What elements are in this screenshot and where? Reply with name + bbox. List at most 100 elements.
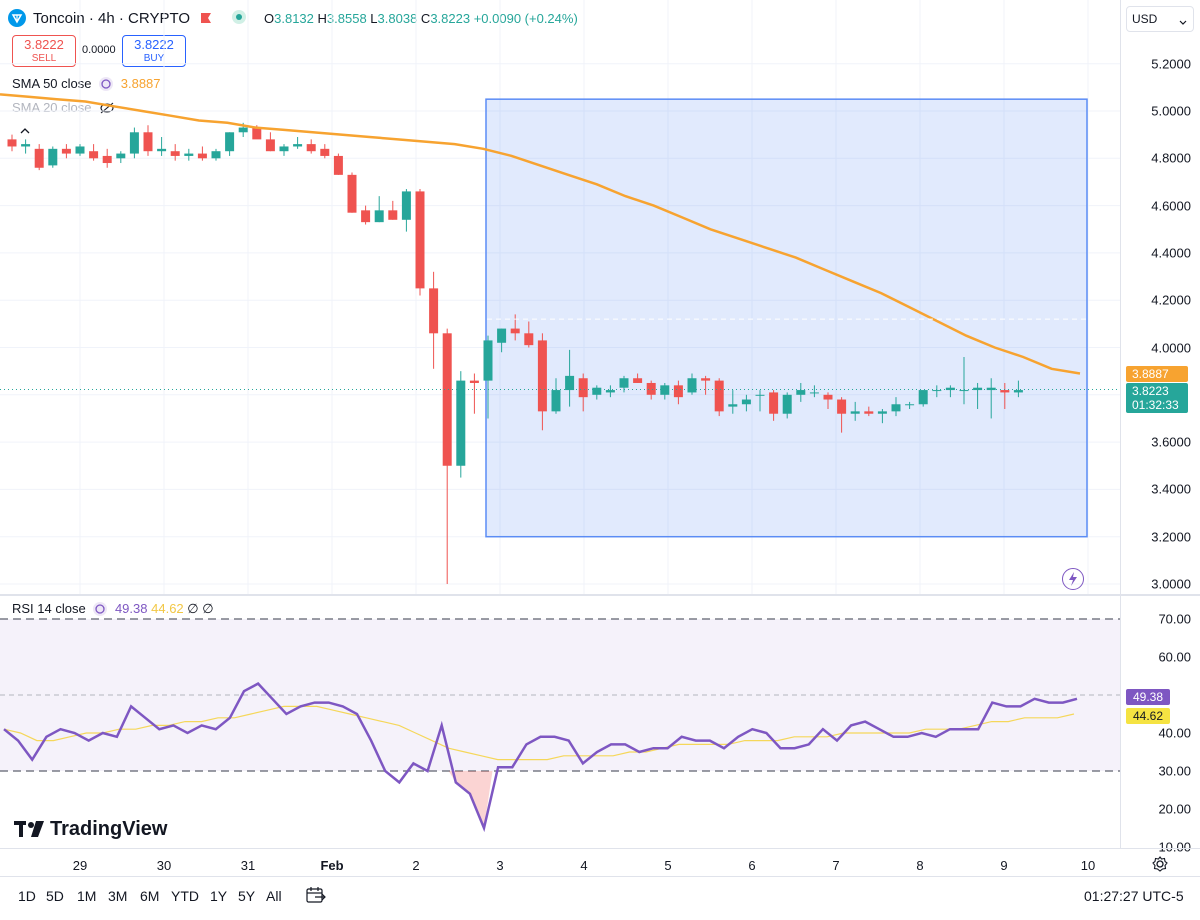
candle — [850, 401, 860, 421]
candle — [157, 137, 167, 156]
candle — [456, 371, 466, 478]
candle — [714, 378, 724, 417]
candle-body — [388, 210, 398, 220]
settings-gear-icon[interactable] — [1152, 856, 1168, 877]
candle — [973, 382, 983, 409]
candle — [741, 394, 751, 412]
candle — [687, 373, 697, 395]
time-tick: 6 — [748, 858, 756, 873]
sell-label: SELL — [31, 53, 57, 64]
range-button-1y[interactable]: 1Y — [210, 888, 228, 904]
rsi-chart[interactable] — [0, 596, 1120, 848]
lightning-icon[interactable] — [1062, 568, 1084, 590]
rsi-extra-1: ∅ — [187, 601, 199, 616]
candle-body — [782, 394, 792, 414]
range-button-all[interactable]: All — [266, 888, 282, 904]
rsi-sync-icon[interactable] — [93, 602, 108, 616]
candle-body — [401, 191, 411, 220]
time-tick: 29 — [72, 858, 88, 873]
sma50-value: 3.8887 — [120, 76, 161, 91]
range-button-ytd[interactable]: YTD — [171, 888, 199, 904]
flag-icon[interactable] — [200, 11, 212, 23]
candle — [469, 373, 479, 414]
candle-body — [89, 151, 99, 159]
rsi-legend[interactable]: RSI 14 close 49.38 44.62 ∅ ∅ — [12, 601, 214, 617]
candle-body — [483, 340, 493, 381]
time-tick: 7 — [832, 858, 840, 873]
rsi-extra-2: ∅ — [202, 601, 214, 616]
candle-body — [796, 390, 806, 395]
candle-body — [510, 328, 520, 334]
candle — [1000, 382, 1010, 409]
rsi-ma-tag: 44.62 — [1126, 708, 1170, 724]
candle-body — [75, 146, 85, 154]
candle-body — [61, 148, 71, 154]
price-chart[interactable] — [0, 0, 1120, 595]
candle-body — [265, 139, 275, 152]
countdown-value: 01:32:33 — [1132, 398, 1179, 412]
candle-body — [864, 411, 874, 414]
sma50-line — [0, 93, 1081, 375]
candle-body — [116, 153, 126, 159]
candle-body — [605, 390, 615, 393]
range-button-5y[interactable]: 5Y — [238, 888, 256, 904]
time-tick: 9 — [1000, 858, 1008, 873]
open-value: 3.8132 — [274, 11, 314, 26]
candle — [320, 144, 330, 159]
rsi-line — [3, 682, 1078, 833]
sell-button[interactable]: 3.8222 SELL — [12, 35, 76, 67]
range-button-6m[interactable]: 6M — [140, 888, 160, 904]
market-status-icon[interactable] — [232, 10, 246, 24]
symbol-title[interactable]: Toncoin · 4h · CRYPTO — [33, 10, 191, 27]
sync-icon[interactable] — [99, 77, 114, 91]
sma50-label: SMA 50 close — [12, 76, 92, 91]
range-button-1d[interactable]: 1D — [18, 888, 36, 904]
candle-body — [646, 382, 656, 395]
time-tick: 31 — [240, 858, 256, 873]
price-tick: 5.0000 — [1151, 103, 1191, 119]
clock-readout[interactable]: 01:27:27 UTC-5 — [1084, 888, 1184, 904]
sma50-legend[interactable]: SMA 50 close 3.8887 — [12, 76, 161, 91]
candle — [75, 144, 85, 156]
candle — [102, 148, 112, 168]
candle — [782, 392, 792, 419]
candle-body — [7, 139, 17, 147]
buy-label: BUY — [143, 53, 165, 64]
spread-value: 0.0000 — [82, 44, 116, 56]
candle — [660, 382, 670, 400]
candle — [374, 196, 384, 223]
price-tick: 3.6000 — [1151, 434, 1191, 450]
range-button-5d[interactable]: 5D — [46, 888, 64, 904]
date-price-range-box[interactable] — [485, 98, 1088, 538]
brand-name: TradingView — [50, 818, 168, 840]
candle — [932, 385, 942, 398]
rsi-tick: 10.00 — [1158, 839, 1191, 855]
range-button-3m[interactable]: 3M — [108, 888, 128, 904]
high-value: 3.8558 — [326, 11, 367, 26]
candle — [605, 385, 615, 398]
toncoin-logo-icon — [8, 9, 26, 27]
low-value: 3.8038 — [377, 11, 418, 26]
calendar-goto-icon[interactable] — [306, 886, 326, 909]
candle-body — [279, 146, 289, 152]
price-tick: 4.0000 — [1151, 340, 1191, 355]
rsi-axis[interactable]: 70.00 60.00 40.00 30.00 20.00 10.00 — [1120, 596, 1200, 855]
candle — [143, 125, 153, 156]
currency-select[interactable]: USD — [1126, 6, 1194, 32]
candle — [401, 189, 411, 232]
candle-body — [877, 411, 887, 414]
price-axis[interactable]: 5.2000 5.0000 4.8000 4.6000 4.4000 4.2000 4.00… — [1120, 0, 1200, 595]
tradingview-logo[interactable]: TradingView — [14, 818, 167, 843]
candle — [442, 328, 452, 584]
candle-body — [687, 378, 697, 393]
candle-body — [129, 132, 139, 154]
candle — [116, 151, 126, 164]
candle-body — [673, 385, 683, 398]
collapse-legend-button[interactable] — [12, 122, 38, 140]
candle-body — [102, 155, 112, 164]
pane-divider[interactable] — [0, 594, 1200, 596]
candle-body — [809, 392, 819, 394]
range-button-1m[interactable]: 1M — [77, 888, 97, 904]
candle — [578, 373, 588, 412]
candle — [333, 153, 343, 175]
